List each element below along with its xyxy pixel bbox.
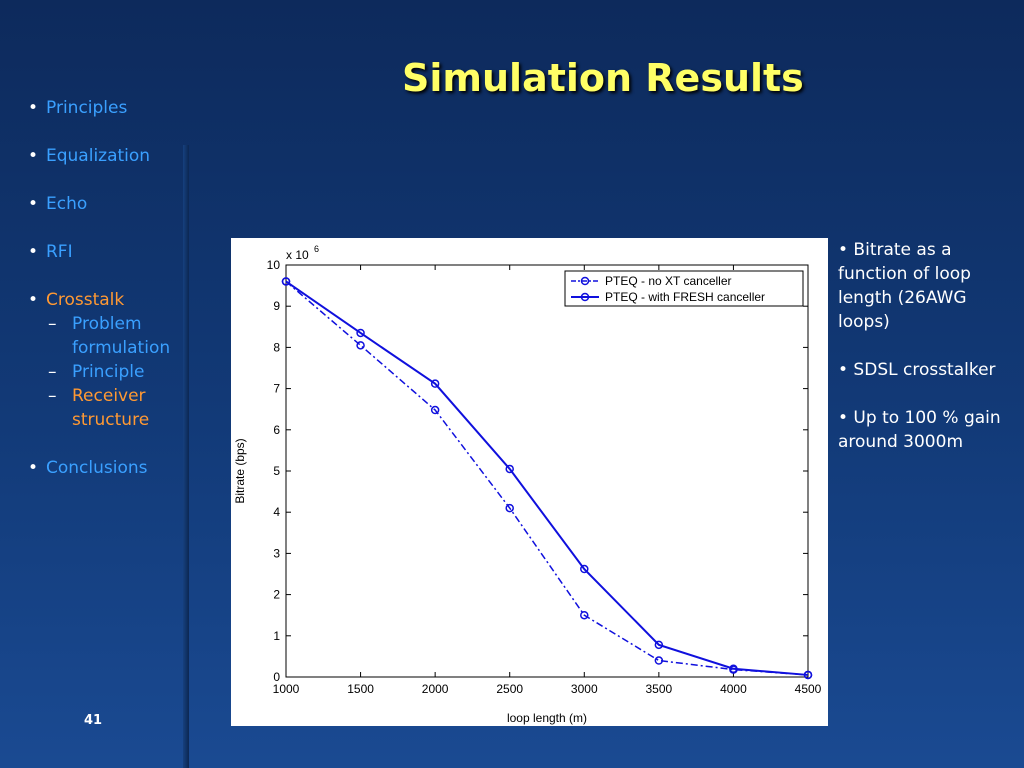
bullet-icon: • bbox=[28, 98, 39, 118]
data-point-series-1 bbox=[729, 664, 738, 674]
y-tick-label: 2 bbox=[273, 588, 280, 602]
y-tick-label: 8 bbox=[273, 340, 280, 354]
chart-panel: 1000 1500 2000 2500 3000 3500 4000 4500 0 1 2 3 4 5 6 7… bbox=[231, 238, 828, 726]
nav-item-crosstalk[interactable]: • Crosstalk – Problem formulation – Prin… bbox=[28, 288, 188, 432]
data-point-series-1 bbox=[356, 328, 365, 338]
bullet-icon: • bbox=[28, 290, 39, 310]
x-tick-label: 2500 bbox=[496, 682, 523, 696]
x-tick-label: 3000 bbox=[571, 682, 598, 696]
nav-item-conclusions[interactable]: • Conclusions bbox=[28, 456, 188, 480]
bullet-icon: • bbox=[28, 242, 39, 262]
slide-title: Simulation Results bbox=[402, 56, 804, 100]
bullet-icon: • bbox=[28, 458, 39, 478]
x-tick-label: 1000 bbox=[273, 682, 300, 696]
legend-swatch-marker bbox=[580, 276, 590, 286]
legend-swatch-marker bbox=[580, 292, 590, 302]
dash-icon: – bbox=[48, 386, 57, 406]
nav-subitem-principle[interactable]: – Principle bbox=[46, 360, 188, 384]
data-point-series-0 bbox=[654, 656, 664, 665]
nav-item-label: Equalization bbox=[46, 146, 151, 166]
bitrate-chart: 1000 1500 2000 2500 3000 3500 4000 4500 0 1 2 3 4 5 6 7… bbox=[233, 244, 822, 725]
x-tick-label: 3500 bbox=[646, 682, 673, 696]
legend-box bbox=[564, 270, 804, 307]
note-bitrate-function: • Bitrate as a function of loop length (… bbox=[838, 240, 971, 332]
legend-entry: PTEQ - no XT canceller bbox=[605, 274, 732, 288]
dash-icon: – bbox=[48, 362, 57, 382]
nav-item-label: Crosstalk bbox=[46, 290, 125, 310]
y-tick-label: 7 bbox=[273, 382, 280, 396]
data-point-series-1 bbox=[654, 640, 664, 650]
y-axis-label: Bitrate (bps) bbox=[233, 438, 247, 503]
series-line-1 bbox=[285, 280, 809, 676]
nav-item-label: RFI bbox=[46, 242, 73, 262]
data-point-series-1 bbox=[281, 277, 291, 286]
y-tick-label: 9 bbox=[273, 299, 280, 313]
nav-item-equalization[interactable]: • Equalization bbox=[28, 144, 188, 168]
legend-entry: PTEQ - with FRESH canceller bbox=[605, 290, 765, 304]
nav-outline: • Principles • Equalization • Echo • RFI… bbox=[28, 96, 188, 504]
x-tick-label: 1500 bbox=[347, 682, 374, 696]
bullet-icon: • bbox=[28, 194, 39, 214]
y-tick-label: 10 bbox=[267, 258, 281, 272]
data-point-series-1 bbox=[580, 564, 589, 574]
plot-area-frame bbox=[285, 264, 809, 678]
data-point-series-1 bbox=[430, 379, 440, 388]
nav-subitem-receiver-structure[interactable]: – Receiver structure bbox=[46, 384, 188, 432]
y-tick-label: 3 bbox=[273, 546, 280, 560]
y-multiplier-label: x 10 bbox=[286, 248, 309, 262]
nav-item-echo[interactable]: • Echo bbox=[28, 192, 188, 216]
nav-subitems: – Problem formulation – Principle – Rece… bbox=[46, 312, 188, 432]
data-point-series-0 bbox=[580, 610, 589, 620]
data-point-series-0 bbox=[505, 503, 514, 513]
nav-item-label: Echo bbox=[46, 194, 88, 214]
data-point-series-1 bbox=[803, 670, 813, 680]
y-tick-label: 6 bbox=[273, 423, 280, 437]
page-number: 41 bbox=[84, 713, 103, 728]
note-gain: • Up to 100 % gain around 3000m bbox=[838, 408, 1001, 452]
nav-item-label: Conclusions bbox=[46, 458, 148, 478]
y-tick-label: 0 bbox=[273, 670, 280, 684]
nav-item-principles[interactable]: • Principles bbox=[28, 96, 188, 120]
nav-subitem-label: Receiver structure bbox=[72, 386, 150, 430]
dash-icon: – bbox=[48, 314, 57, 334]
nav-subitem-problem-formulation[interactable]: – Problem formulation bbox=[46, 312, 188, 360]
nav-item-label: Principles bbox=[46, 98, 128, 118]
series-line-0 bbox=[285, 280, 809, 676]
data-point-series-1 bbox=[505, 464, 514, 474]
x-tick-label: 4500 bbox=[795, 682, 822, 696]
data-point-series-0 bbox=[356, 341, 365, 350]
y-tick-label: 4 bbox=[273, 505, 280, 519]
x-axis-label: loop length (m) bbox=[507, 711, 587, 725]
y-exponent-label: 6 bbox=[314, 244, 319, 254]
y-tick-label: 5 bbox=[273, 464, 280, 478]
nav-item-rfi[interactable]: • RFI bbox=[28, 240, 188, 264]
notes-panel: • Bitrate as a function of loop length (… bbox=[838, 238, 1020, 478]
data-point-series-0 bbox=[430, 405, 440, 415]
y-tick-label: 1 bbox=[273, 629, 280, 643]
x-tick-label: 4000 bbox=[720, 682, 747, 696]
nav-subitem-label: Principle bbox=[72, 362, 145, 382]
sidebar-divider bbox=[183, 145, 189, 768]
nav-subitem-label: Problem formulation bbox=[72, 314, 171, 358]
x-tick-label: 2000 bbox=[422, 682, 449, 696]
bullet-icon: • bbox=[28, 146, 39, 166]
note-sdsl-crosstalker: • SDSL crosstalker bbox=[838, 360, 996, 380]
